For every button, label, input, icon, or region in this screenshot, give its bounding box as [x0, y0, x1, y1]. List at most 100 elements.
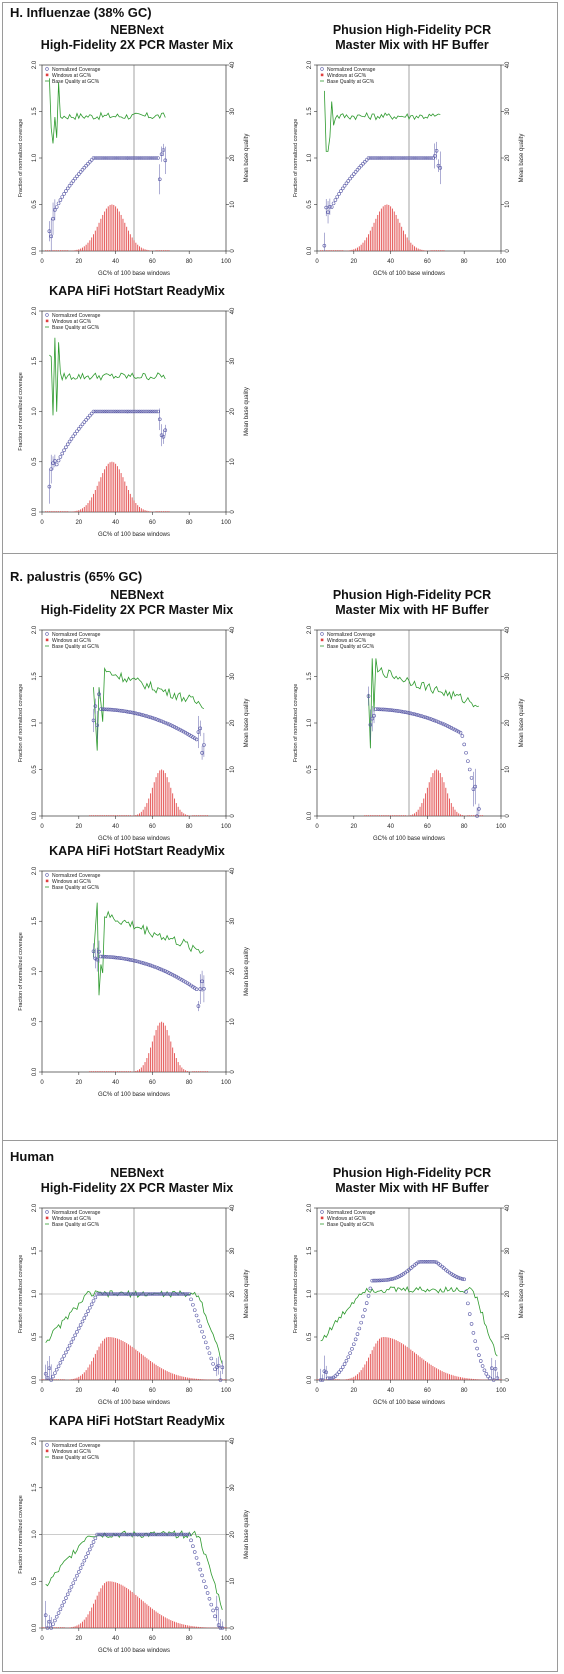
windows-bar: [223, 1379, 225, 1380]
windows-bar: [410, 815, 412, 816]
coverage-point: [143, 1292, 147, 1296]
windows-bar: [192, 1378, 194, 1380]
windows-bar: [115, 1338, 117, 1380]
coverage-point: [178, 1532, 182, 1537]
coverage-point: [124, 1292, 129, 1296]
x-tick-label: 80: [186, 824, 193, 830]
windows-bar: [111, 1337, 113, 1380]
windows-bar: [118, 1071, 120, 1072]
y2-tick-label: 40: [230, 867, 236, 874]
x-tick-label: 0: [40, 824, 44, 830]
windows-bar: [460, 814, 462, 816]
windows-bar: [192, 1626, 194, 1628]
windows-bar: [412, 1351, 414, 1380]
coverage-point: [383, 1278, 387, 1282]
windows-bar: [347, 250, 349, 251]
y2-tick-label: 0: [230, 1378, 236, 1382]
windows-bar: [153, 1035, 155, 1072]
x-tick-label: 0: [40, 1080, 44, 1086]
windows-bar: [221, 1379, 223, 1380]
windows-bar: [129, 815, 131, 816]
coverage-point: [344, 181, 349, 186]
y2-tick-label: 30: [505, 673, 511, 680]
legend-label: Normalized Coverage: [52, 1443, 101, 1449]
windows-bar: [142, 1355, 144, 1380]
coverage-point: [121, 709, 125, 713]
windows-bar: [472, 1378, 474, 1380]
windows-bar: [358, 246, 360, 251]
windows-bar: [72, 511, 74, 512]
windows-bar: [177, 1622, 179, 1628]
windows-bar: [91, 237, 93, 251]
windows-bar: [81, 1621, 83, 1628]
coverage-point: [137, 1532, 142, 1537]
windows-bar: [223, 1627, 225, 1628]
windows-bar: [122, 218, 124, 251]
coverage-point: [84, 1312, 88, 1317]
legend-label: Base Quality at GC%: [52, 1455, 100, 1461]
coverage-point: [359, 163, 363, 168]
section-divider: [2, 1140, 558, 1141]
coverage-point: [102, 1292, 107, 1296]
coverage-point: [100, 409, 105, 414]
windows-bar: [403, 815, 404, 816]
x-axis-label: GC% of 100 base windows: [98, 1648, 170, 1654]
windows-bar: [93, 1357, 95, 1380]
coverage-point: [353, 1337, 358, 1342]
coverage-point: [111, 1292, 116, 1296]
windows-bar: [87, 503, 89, 512]
legend-marker-coverage: [320, 1210, 324, 1214]
windows-bar: [162, 1616, 164, 1628]
windows-bar: [384, 1337, 386, 1380]
windows-bar: [201, 1379, 203, 1380]
coverage-point: [434, 719, 439, 724]
y2-tick-label: 10: [505, 1333, 511, 1340]
windows-bar: [151, 1608, 153, 1628]
windows-bar: [225, 1627, 227, 1628]
coverage-point: [207, 1596, 212, 1601]
coverage-point: [65, 442, 70, 447]
windows-bar: [371, 226, 373, 251]
windows-bar: [122, 815, 124, 816]
windows-bar: [120, 1340, 122, 1380]
coverage-point: [54, 462, 59, 467]
coverage-point: [56, 201, 61, 206]
coverage-point: [353, 170, 358, 174]
x-axis-label: GC% of 100 base windows: [98, 271, 170, 277]
quality-line: [93, 902, 205, 996]
coverage-point: [344, 1358, 349, 1363]
windows-bar: [458, 813, 460, 816]
x-tick-label: 80: [186, 259, 193, 265]
windows-bar: [173, 798, 175, 816]
windows-bar: [107, 206, 109, 251]
coverage-point: [390, 156, 395, 160]
coverage-point: [88, 159, 92, 164]
windows-bar: [458, 1376, 460, 1380]
coverage-point: [73, 1333, 77, 1338]
windows-bar: [76, 1377, 78, 1380]
windows-bar: [168, 1619, 170, 1628]
coverage-point: [137, 409, 142, 414]
coverage-point: [145, 156, 149, 160]
windows-bar: [338, 250, 340, 251]
windows-bar: [76, 510, 78, 512]
coverage-point: [425, 156, 430, 160]
y2-axis-label: Mean base quality: [244, 387, 250, 436]
windows-bar: [465, 1378, 467, 1380]
y-tick-label: 1.0: [307, 718, 313, 727]
coverage-point: [124, 1532, 129, 1537]
coverage-point: [381, 1278, 386, 1283]
y-tick-label: 1.5: [32, 356, 38, 365]
windows-bar: [139, 1598, 141, 1628]
windows-bar: [175, 803, 177, 816]
legend-marker-coverage: [45, 873, 49, 877]
coverage-point: [134, 959, 138, 963]
coverage-point: [93, 409, 98, 414]
windows-bar: [60, 511, 61, 512]
windows-bar: [414, 813, 416, 816]
coverage-point: [213, 1614, 217, 1619]
coverage-point: [54, 205, 59, 209]
x-tick-label: 80: [186, 1388, 193, 1394]
coverage-point: [477, 1353, 481, 1357]
windows-bar: [382, 1337, 384, 1380]
